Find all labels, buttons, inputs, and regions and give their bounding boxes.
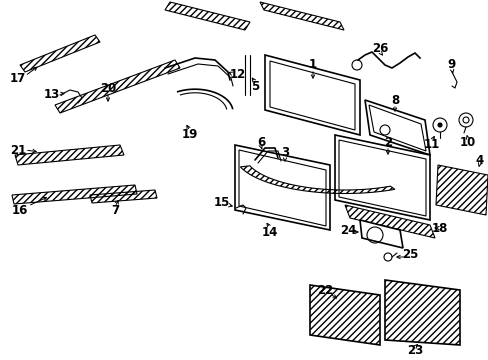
Text: 2: 2	[383, 135, 391, 148]
Text: 9: 9	[447, 58, 455, 72]
Text: 19: 19	[182, 129, 198, 141]
Text: 12: 12	[229, 68, 245, 81]
Text: 18: 18	[431, 221, 447, 234]
Text: 11: 11	[423, 139, 439, 152]
Text: 22: 22	[316, 284, 332, 297]
Polygon shape	[334, 135, 429, 220]
Polygon shape	[264, 55, 359, 135]
Text: 13: 13	[44, 87, 60, 100]
Text: 4: 4	[475, 153, 483, 166]
Text: 3: 3	[281, 145, 288, 158]
Text: 24: 24	[339, 224, 355, 237]
Text: 5: 5	[250, 80, 259, 93]
Text: 23: 23	[406, 343, 422, 356]
Text: 6: 6	[256, 135, 264, 148]
Text: 15: 15	[213, 195, 230, 208]
Polygon shape	[235, 145, 329, 230]
Text: 16: 16	[12, 203, 28, 216]
Text: 17: 17	[10, 72, 26, 85]
Circle shape	[437, 123, 441, 127]
Text: 8: 8	[390, 94, 398, 107]
Text: 21: 21	[10, 144, 26, 157]
Text: 14: 14	[261, 225, 278, 238]
Text: 25: 25	[401, 248, 417, 261]
Text: 10: 10	[459, 136, 475, 149]
Text: 20: 20	[100, 81, 116, 94]
Text: 7: 7	[111, 203, 119, 216]
Polygon shape	[364, 100, 429, 155]
Text: 26: 26	[371, 41, 387, 54]
Polygon shape	[359, 220, 402, 248]
Text: 1: 1	[308, 58, 316, 72]
